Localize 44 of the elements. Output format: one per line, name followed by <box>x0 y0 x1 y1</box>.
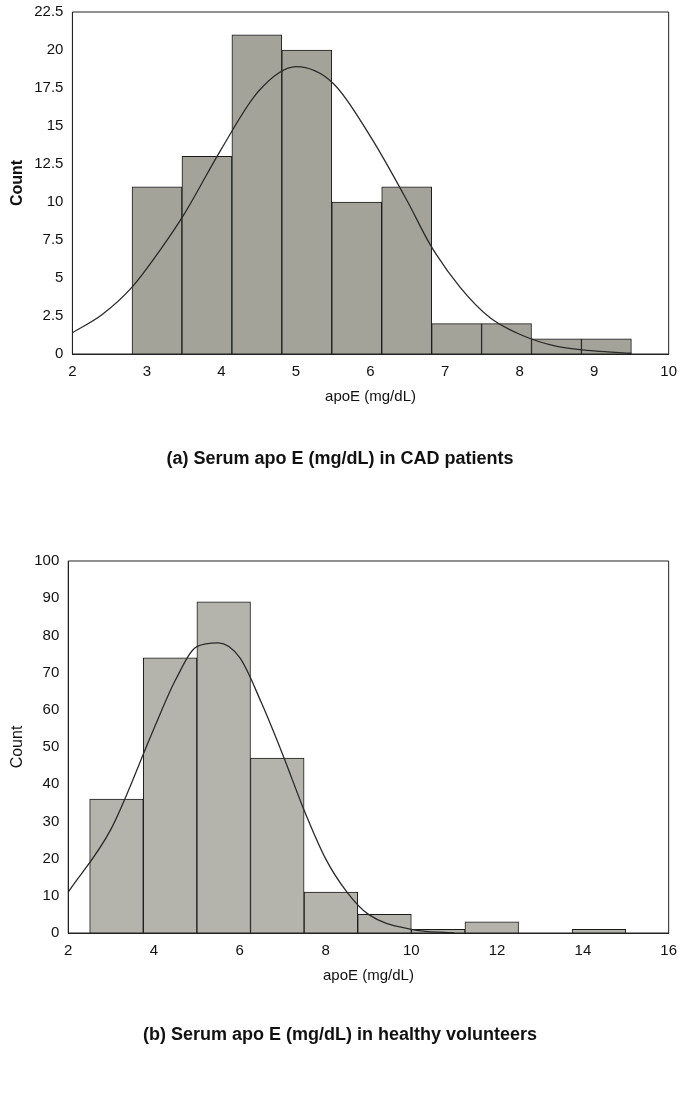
y-tick-label: 30 <box>42 811 60 829</box>
y-tick-label: 0 <box>50 923 60 941</box>
y-tick-label: 5 <box>55 268 64 286</box>
x-tick-label: 2 <box>64 941 73 959</box>
y-axis-title: Count <box>8 159 26 207</box>
x-tick-label: 6 <box>235 941 244 959</box>
x-tick-label: 10 <box>660 362 677 380</box>
y-tick-label: 2.5 <box>42 306 64 324</box>
y-tick-label: 10 <box>46 192 64 210</box>
y-tick-label: 50 <box>42 737 60 755</box>
y-tick-label: 15 <box>46 116 64 134</box>
y-tick-label: 0 <box>55 344 64 362</box>
x-tick-label: 10 <box>402 941 420 959</box>
x-axis-title: apoE (mg/dL) <box>325 387 416 405</box>
y-tick-label: 40 <box>42 774 60 792</box>
text: (a) Serum apo E (mg/dL) in CAD patients <box>165 448 515 469</box>
y-tick-label: 80 <box>42 625 60 643</box>
y-tick-label: 90 <box>42 588 60 606</box>
x-tick-label: 12 <box>488 941 506 959</box>
y-tick-label: 17.5 <box>34 78 64 96</box>
x-tick-label: 4 <box>217 362 226 380</box>
x-tick-label: 6 <box>366 362 375 380</box>
y-tick-label: 60 <box>42 699 60 717</box>
text: (b) Serum apo E (mg/dL) in healthy volunteers <box>141 1024 538 1045</box>
x-tick-label: 7 <box>440 362 450 380</box>
y-tick-label: 7.5 <box>42 230 64 248</box>
x-tick-label: 16 <box>660 941 677 959</box>
x-tick-label: 9 <box>589 362 599 380</box>
y-tick-label: 70 <box>42 662 60 680</box>
x-tick-label: 5 <box>291 362 301 380</box>
x-tick-label: 8 <box>321 941 330 959</box>
y-tick-label: 10 <box>42 885 60 903</box>
y-tick-label: 20 <box>42 848 60 866</box>
y-tick-label: 20 <box>46 40 64 58</box>
y-axis-title: Count <box>8 725 26 769</box>
x-tick-label: 14 <box>574 941 592 959</box>
y-tick-label: 22.5 <box>34 2 64 20</box>
x-tick-label: 4 <box>149 941 159 959</box>
x-tick-label: 2 <box>68 362 77 380</box>
y-tick-label: 100 <box>34 551 60 569</box>
y-tick-label: 12.5 <box>34 154 64 172</box>
x-tick-label: 3 <box>142 362 152 380</box>
x-axis-title: apoE (mg/dL) <box>323 966 414 984</box>
x-tick-label: 8 <box>515 362 524 380</box>
